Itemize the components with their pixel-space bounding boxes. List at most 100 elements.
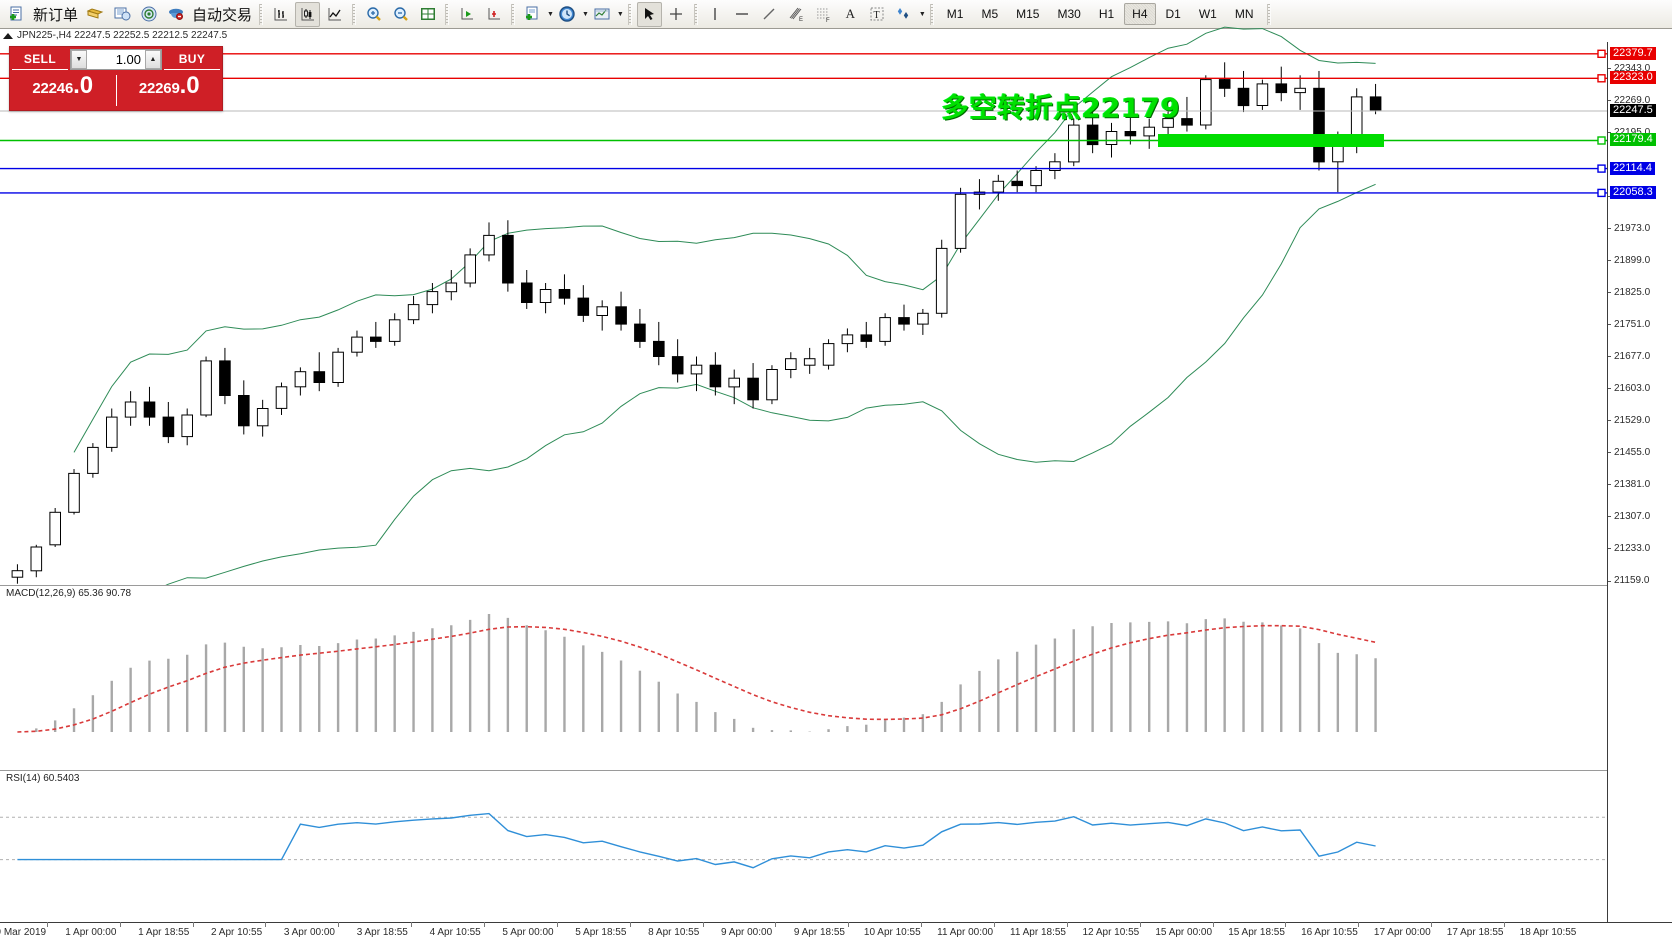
price-level-label-22379-7[interactable]: 22379.7 [1610,46,1656,60]
price-tick: 22195.0 [1608,127,1650,138]
toolbar-separator [352,3,357,25]
time-tick: 1 Apr 18:55 [138,927,190,938]
chart-corner-icon [3,32,13,39]
time-tick-separator [338,922,340,927]
time-tick: 4 Apr 10:55 [429,927,481,938]
volume-stepper[interactable]: ▼ 1.00 ▲ [70,49,162,70]
macd-pane[interactable]: MACD(12,26,9) 65.36 90.78 130.60.00-23.4… [0,585,1641,770]
cursor-icon[interactable] [636,1,662,27]
candlestick-chart-icon[interactable] [295,1,321,27]
zoom-in-icon[interactable] [361,2,386,27]
time-tick-separator [1358,922,1360,927]
price-level-label-22114-4[interactable]: 22114.4 [1610,161,1655,175]
chevron-down-icon[interactable]: ▼ [547,10,554,18]
buy-price-decimal: .0 [179,72,200,99]
price-tick: 21233.0 [1608,543,1650,554]
data-window-icon[interactable] [415,2,440,27]
line-chart-icon[interactable] [322,2,347,27]
timeframe-m5[interactable]: M5 [981,7,999,21]
text-label-icon[interactable]: A [845,6,856,21]
svg-text:F: F [826,18,830,23]
toolbar-separator [445,3,450,25]
profiles-icon[interactable] [109,2,134,27]
volume-value[interactable]: 1.00 [87,50,145,69]
chart-shift-icon[interactable] [481,2,506,27]
sell-price-decimal: .0 [73,72,94,99]
expert-advisor-icon[interactable] [163,2,188,27]
price-tick: 21381.0 [1608,479,1650,490]
timeframe-h4[interactable]: H4 [1124,3,1156,25]
time-tick: 15 Apr 18:55 [1228,927,1285,938]
vertical-line-icon[interactable] [703,2,728,27]
crosshair-icon[interactable] [664,2,689,27]
chevron-down-icon[interactable]: ▼ [918,10,926,18]
oct-top-row: SELL ▼ 1.00 ▲ BUY [10,47,222,72]
price-tick: 21899.0 [1608,255,1650,266]
timeframe-m15[interactable]: M15 [1016,7,1040,21]
horizontal-line-icon[interactable] [730,2,755,27]
text-box-icon[interactable]: T [865,2,890,27]
price-scale[interactable]: 22343.022269.022195.022047.021973.021899… [1607,42,1672,922]
new-chart-icon[interactable] [520,2,545,27]
price-tick: 22343.0 [1608,63,1650,74]
timeframe-w1[interactable]: W1 [1198,7,1217,21]
bar-chart-icon[interactable] [268,2,293,27]
price-level-label-22179-4[interactable]: 22179.4 [1610,133,1656,147]
symbol-header: JPN225-,H4 22247.5 22252.5 22212.5 22247… [0,29,1672,42]
time-tick: 15 Apr 00:00 [1155,927,1213,938]
fibonacci-icon[interactable]: F [811,2,836,27]
time-tick: 18 Apr 10:55 [1519,927,1577,938]
time-scale[interactable]: 29 Mar 2019 1 Apr 00:00 1 Apr 18:55 2 Apr 1… [0,922,1672,950]
new-order-button[interactable] [4,2,29,27]
market-watch-icon[interactable] [136,2,161,27]
time-tick: 16 Apr 10:55 [1301,927,1358,938]
time-tick-separator [921,922,923,927]
price-pane[interactable]: 多空转折点22179 [0,26,1607,604]
one-click-trading-panel[interactable]: SELL ▼ 1.00 ▲ BUY 22246 .0 22269 .0 [9,46,223,111]
toolbar-separator [627,3,632,25]
trend-line-icon[interactable] [757,2,782,27]
chevron-down-icon[interactable]: ▼ [581,10,589,18]
auto-trading-label: 自动交易 [192,5,253,24]
timeframe-mn[interactable]: MN [1234,7,1254,21]
chevron-down-icon[interactable]: ▼ [616,10,624,18]
sell-button[interactable]: SELL [12,50,68,70]
time-tick: 10 Apr 10:55 [863,927,921,938]
zoom-out-icon[interactable] [388,2,413,27]
period-icon[interactable] [555,2,580,27]
time-tick-separator [1139,922,1141,927]
time-tick-separator [556,922,558,927]
price-level-label-22247-5[interactable]: 22247.5 [1610,103,1656,117]
indicators-icon[interactable] [590,2,615,27]
time-tick-separator [775,922,777,927]
folder-icon[interactable] [82,2,107,27]
timeframe-m1[interactable]: M1 [946,7,964,21]
time-tick: 9 Apr 18:55 [793,927,845,938]
main-toolbar: 新订单 自动交易 [0,0,1672,29]
price-level-label-22058-3[interactable]: 22058.3 [1610,185,1656,199]
oct-divider [115,75,117,106]
rsi-pane[interactable]: RSI(14) 60.5403 100805015 [0,770,1629,922]
price-level-label-22323-0[interactable]: 22323.0 [1610,71,1656,85]
price-tick: 21529.0 [1608,415,1650,426]
buy-price-main: 22269 [138,80,180,97]
time-tick-separator [1285,922,1287,927]
price-tick: 22269.0 [1608,95,1650,106]
new-order-label: 新订单 [33,5,79,24]
sell-price[interactable]: 22246 .0 [10,72,116,109]
autoscroll-icon[interactable] [454,2,479,27]
volume-decrement-icon[interactable]: ▼ [71,50,87,69]
time-tick-separator [411,922,413,927]
time-tick-separator [119,922,121,927]
time-tick: 29 Mar 2019 [0,927,47,938]
shapes-icon[interactable] [892,2,917,27]
volume-increment-icon[interactable]: ▲ [145,50,161,69]
buy-button[interactable]: BUY [164,50,220,70]
buy-price[interactable]: 22269 .0 [117,72,223,109]
timeframe-m30[interactable]: M30 [1057,7,1081,21]
price-tick: 21677.0 [1608,351,1650,362]
timeframe-d1[interactable]: D1 [1165,7,1181,21]
equidistant-channel-icon[interactable]: E [784,2,809,27]
timeframe-h1[interactable]: H1 [1098,7,1115,21]
chart-area[interactable]: 多空转折点22179 MACD(12,26,9) 65.36 90.78 130… [0,26,1672,950]
